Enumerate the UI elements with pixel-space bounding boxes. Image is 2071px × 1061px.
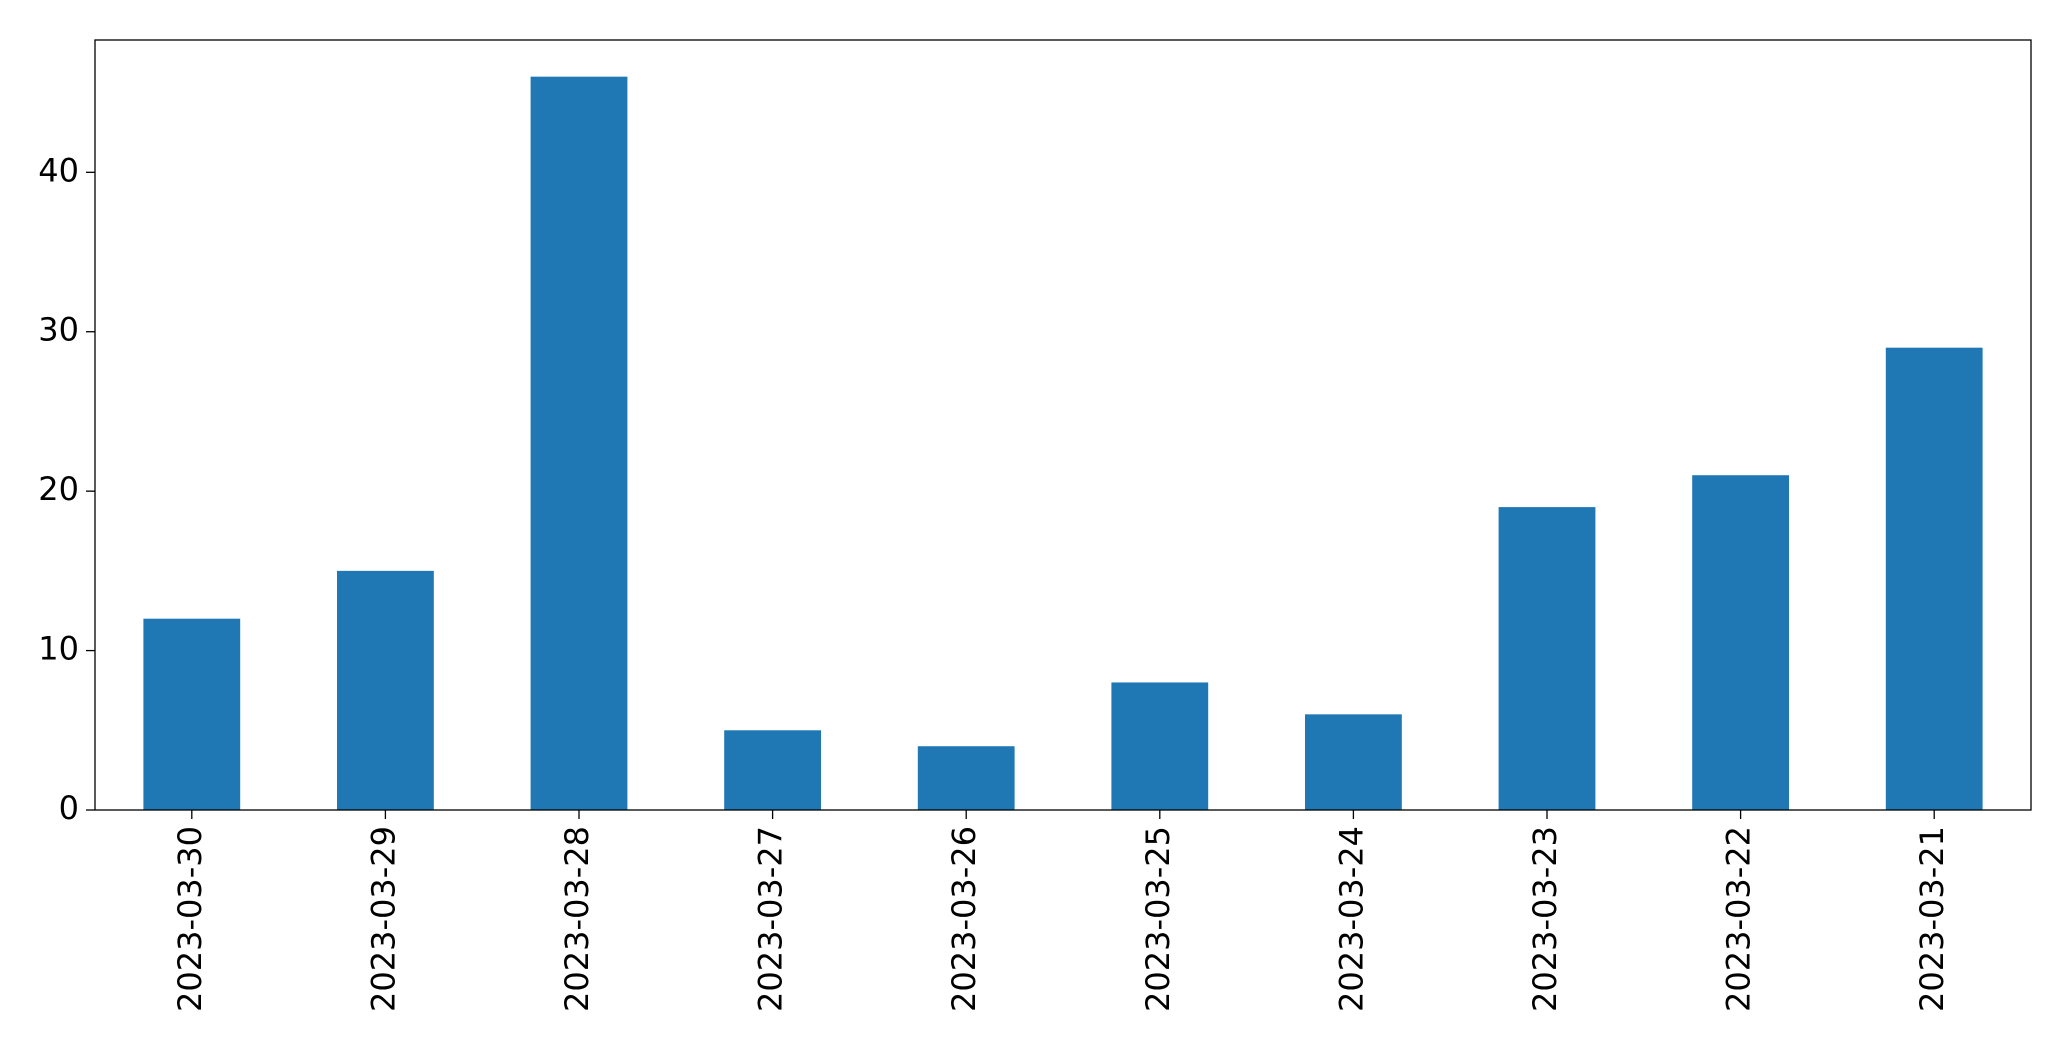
- bar: [530, 76, 628, 810]
- x-tick-label: 2023-03-22: [1720, 826, 1758, 1012]
- bar: [337, 570, 434, 810]
- x-tick-label: 2023-03-27: [752, 826, 790, 1012]
- x-tick-label: 2023-03-26: [945, 826, 983, 1012]
- bar: [1111, 682, 1209, 810]
- x-tick-label: 2023-03-28: [558, 826, 596, 1012]
- bar: [1498, 507, 1596, 810]
- x-tick-label: 2023-03-25: [1139, 826, 1177, 1012]
- y-tick-label: 20: [38, 470, 79, 508]
- bar: [1305, 714, 1402, 810]
- bar: [1692, 475, 1789, 810]
- bar: [724, 730, 821, 810]
- y-tick-label: 10: [38, 630, 79, 668]
- x-tick-label: 2023-03-29: [364, 826, 402, 1012]
- bar: [143, 618, 241, 810]
- y-tick-label: 40: [38, 151, 79, 189]
- y-tick-label: 30: [38, 311, 79, 349]
- plot-frame: [94, 39, 2032, 811]
- y-tick-label: 0: [59, 789, 79, 827]
- bar: [1885, 347, 1983, 810]
- x-tick-label: 2023-03-21: [1913, 826, 1951, 1012]
- bar: [917, 746, 1015, 810]
- x-tick-label: 2023-03-24: [1332, 826, 1370, 1012]
- x-tick-label: 2023-03-30: [171, 826, 209, 1012]
- x-tick-label: 2023-03-23: [1526, 826, 1564, 1012]
